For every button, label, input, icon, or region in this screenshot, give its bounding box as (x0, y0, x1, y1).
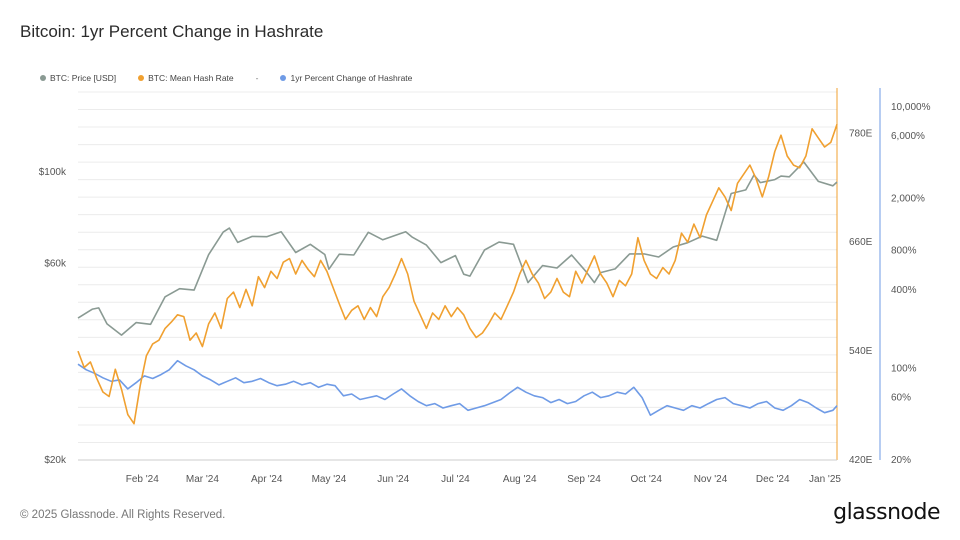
y-tick-pct-change: 60% (891, 393, 911, 404)
legend-label-hashrate: BTC: Mean Hash Rate (148, 73, 234, 83)
y-tick-pct-change: 2,000% (891, 193, 925, 204)
y-tick-hashrate: 780E (849, 128, 873, 139)
series-line-pct-change (77, 359, 838, 416)
x-tick-label: Jul '24 (441, 474, 470, 485)
x-tick-label: Aug '24 (503, 474, 537, 485)
y-tick-pct-change: 100% (891, 364, 917, 375)
legend-dot-price (40, 75, 46, 81)
series-line-hashrate (77, 124, 838, 425)
y-tick-pct-change: 10,000% (891, 102, 931, 113)
legend-item-hashrate[interactable]: BTC: Mean Hash Rate (138, 73, 234, 83)
y-tick-price: $60k (44, 258, 67, 269)
x-tick-label: Nov '24 (694, 474, 728, 485)
legend-item-price[interactable]: BTC: Price [USD] (40, 73, 116, 83)
y-tick-hashrate: 540E (849, 346, 873, 357)
series-line-price (77, 161, 838, 336)
y-tick-pct-change: 800% (891, 246, 917, 257)
chart-title: Bitcoin: 1yr Percent Change in Hashrate (20, 22, 324, 41)
x-tick-label: Apr '24 (251, 474, 283, 485)
y-tick-hashrate: 420E (849, 455, 873, 466)
x-tick-label: Jan '25 (809, 474, 841, 485)
x-tick-label: Jun '24 (377, 474, 409, 485)
y-tick-pct-change: 6,000% (891, 131, 925, 142)
legend-label-price: BTC: Price [USD] (50, 73, 117, 83)
x-tick-label: Dec '24 (756, 474, 790, 485)
legend-separator: - (255, 73, 259, 83)
x-tick-label: Feb '24 (126, 474, 159, 485)
x-tick-label: Sep '24 (567, 474, 601, 485)
x-tick-label: May '24 (312, 474, 347, 485)
x-tick-label: Oct '24 (631, 474, 663, 485)
legend: BTC: Price [USD] BTC: Mean Hash Rate - 1… (40, 73, 434, 83)
legend-dot-hashrate (138, 75, 145, 81)
legend-item-pct-change[interactable]: 1yr Percent Change of Hashrate (280, 73, 412, 83)
copyright-footer: © 2025 Glassnode. All Rights Reserved. (20, 509, 226, 521)
y-tick-pct-change: 20% (891, 455, 911, 466)
y-tick-hashrate: 660E (849, 237, 873, 248)
legend-label-pct-change: 1yr Percent Change of Hashrate (290, 73, 413, 83)
x-tick-label: Mar '24 (186, 474, 219, 485)
y-tick-price: $100k (39, 167, 67, 178)
y-tick-pct-change: 400% (891, 285, 917, 296)
y-tick-price: $20k (44, 455, 67, 466)
legend-dot-pct-change (280, 75, 287, 81)
brand-logo: glassnode (833, 500, 940, 525)
